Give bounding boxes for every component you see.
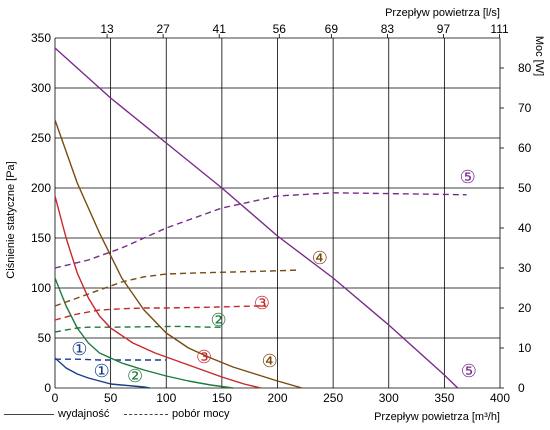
pressure-curve-2 [54,277,234,389]
power-curve-3 [54,305,267,321]
y2-tick-label: 80 [518,61,532,75]
x2-tick-label: 111 [490,22,509,36]
chart-legend: wydajność pobór mocy [0,404,260,424]
y2-tick-label: 70 [518,101,532,115]
legend-dashed-line [124,413,168,415]
x2-axis-title: Przepływ powietrza [l/s] [385,7,500,19]
y-tick-label: 100 [31,281,51,295]
power-curve-2 [54,325,222,333]
x-tick-label: 400 [490,391,510,405]
y-tick-label: 0 [44,381,51,395]
x-tick-label: 0 [52,391,59,405]
y2-tick-label: 60 [518,141,532,155]
y2-tick-label: 0 [518,381,525,395]
y-tick-label: 350 [31,31,51,45]
y2-tick-label: 40 [518,221,532,235]
x-tick-label: 200 [267,391,287,405]
y-tick-label: 150 [31,231,51,245]
y-tick-label: 200 [31,181,51,195]
legend-item-power: pobór mocy [124,404,229,424]
pressure-curve-5 [54,47,459,389]
y2-tick-label: 20 [518,301,532,315]
x-tick-label: 350 [434,391,454,405]
power-curve-label-4: ④ [312,248,328,269]
y-tick-label: 300 [31,81,51,95]
power-curve-label-2: ② [210,310,226,331]
pressure-curve-label-2: ② [127,366,143,387]
x-axis-title: Przepływ powietrza [m³/h] [374,411,500,423]
pressure-curve-3 [54,195,261,389]
y-axis-title: Ciśnienie statyczne [Pa] [5,161,17,278]
legend-item-pressure: wydajność [4,404,109,424]
pressure-curve-label-5: ⑤ [461,361,477,382]
x2-tick-label: 13 [100,22,114,36]
pressure-curve-label-1: ① [94,361,110,382]
y2-axis-title: Moc [W] [533,36,545,76]
power-curve-label-5: ⑤ [460,167,476,188]
power-curve-1 [55,358,167,361]
power-curve-label-3: ③ [254,293,270,314]
pressure-curve-4 [54,119,303,389]
power-curve-4 [54,269,300,307]
x2-tick-label: 97 [437,22,451,36]
x2-tick-label: 27 [156,22,170,36]
power-curve-5 [54,192,467,269]
x-tick-label: 50 [104,391,118,405]
power-curve-label-1: ① [71,339,87,360]
pressure-curve-label-4: ④ [262,351,278,372]
y-tick-label: 250 [31,131,51,145]
legend-solid-line [4,413,54,415]
x-tick-label: 300 [379,391,399,405]
x-tick-label: 150 [212,391,232,405]
y-tick-label: 50 [38,331,52,345]
x-tick-label: 250 [323,391,343,405]
pressure-curve-1 [54,357,150,389]
y2-tick-label: 50 [518,181,532,195]
x2-tick-label: 41 [213,22,227,36]
x2-tick-label: 69 [325,22,339,36]
pressure-curve-label-3: ③ [196,347,212,368]
chart-curves [54,47,467,389]
x-tick-label: 100 [156,391,176,405]
chart-grid [54,34,504,389]
x2-tick-label: 83 [381,22,395,36]
legend-label-power: pobór mocy [172,408,230,420]
y2-tick-label: 10 [518,341,532,355]
y2-tick-label: 30 [518,261,532,275]
legend-label-pressure: wydajność [58,408,110,420]
x2-tick-label: 56 [273,22,287,36]
